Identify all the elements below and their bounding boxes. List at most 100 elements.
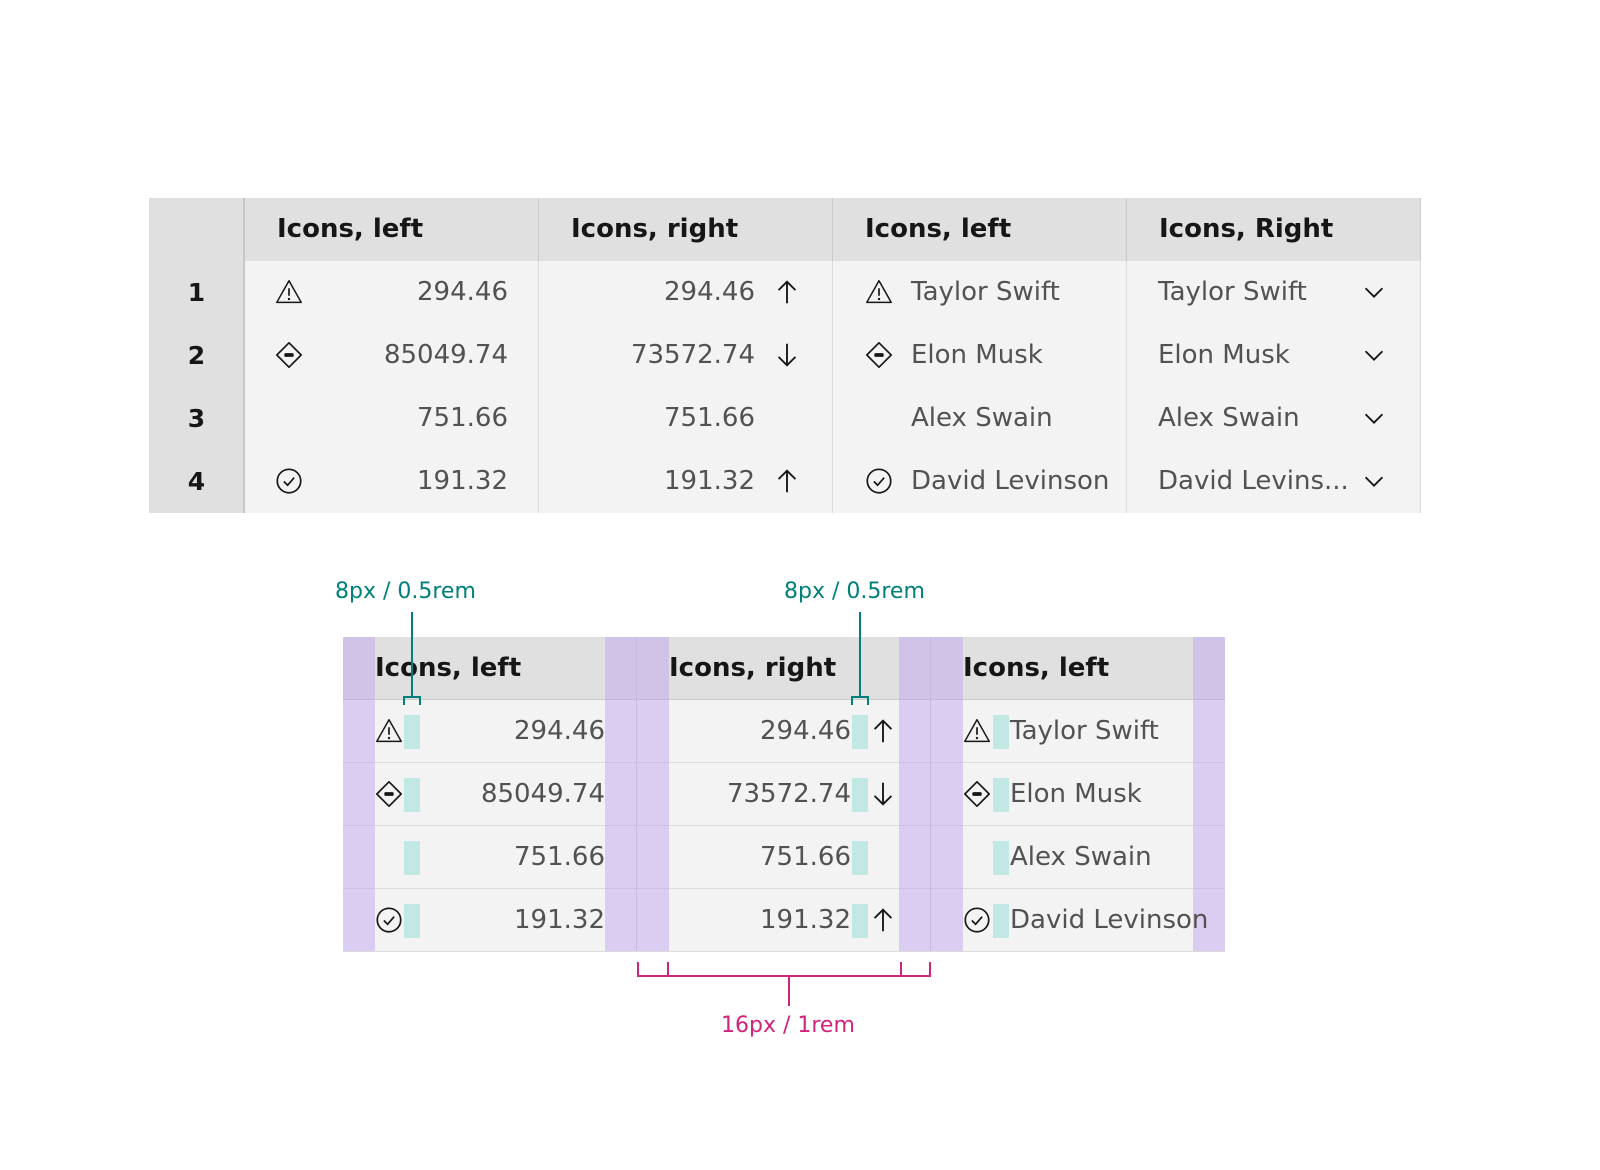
header-label: Icons, left <box>277 214 424 244</box>
spec-cell-name: David Levinson <box>1010 905 1209 935</box>
gap-overlay <box>404 715 420 749</box>
chevron-down-icon[interactable] <box>1359 466 1389 496</box>
gap-overlay <box>852 904 868 938</box>
header-label: Icons, Right <box>1159 214 1334 244</box>
arrow-down-icon <box>772 340 802 370</box>
table-cell: 85049.74 <box>245 324 539 387</box>
table-cell: Taylor Swift <box>833 261 1127 324</box>
row-index: 2 <box>187 341 206 370</box>
warning-icon <box>962 716 992 746</box>
header-label: Icons, left <box>865 214 1012 244</box>
spec-cell-value: 85049.74 <box>480 779 605 809</box>
table-cell: 191.32 <box>245 450 539 513</box>
cell-name: David Levinson <box>911 466 1110 496</box>
cell-name: Alex Swain <box>1158 403 1300 433</box>
table-row[interactable]: 4 191.32 191.32 David Levinson David Lev… <box>149 450 1421 513</box>
spec-cell-name: Taylor Swift <box>1010 716 1159 746</box>
spec-cell-value: 191.32 <box>514 905 605 935</box>
gap-overlay <box>852 715 868 749</box>
chevron-down-icon[interactable] <box>1359 340 1389 370</box>
spec-cell-value: 191.32 <box>760 905 851 935</box>
gap-overlay <box>993 778 1009 812</box>
spec-cell-name: Elon Musk <box>1010 779 1142 809</box>
row-index-cell: 1 <box>149 261 245 324</box>
padding-overlay <box>605 637 637 951</box>
padding-overlay <box>899 637 931 951</box>
column-divider <box>636 637 637 951</box>
arrow-up-icon <box>868 905 898 935</box>
chevron-down-icon[interactable] <box>1359 277 1389 307</box>
gap-overlay <box>404 778 420 812</box>
column-divider <box>930 637 931 951</box>
gap-overlay <box>852 778 868 812</box>
row-index: 3 <box>187 404 206 433</box>
icon-gap-label: 8px / 0.5rem <box>784 579 925 604</box>
cell-value: 85049.74 <box>383 340 508 370</box>
cell-name: Taylor Swift <box>1158 277 1307 307</box>
header-cell[interactable]: Icons, left <box>833 198 1127 261</box>
spec-cell-value: 751.66 <box>514 842 605 872</box>
gap-overlay <box>993 904 1009 938</box>
checkmark-circle-icon <box>962 905 992 935</box>
chevron-down-icon[interactable] <box>1359 403 1389 433</box>
table-row[interactable]: 1 294.46 294.46 Taylor Swift Taylor Swif… <box>149 261 1421 324</box>
table-cell: 751.66 <box>539 387 833 450</box>
table-cell: 751.66 <box>245 387 539 450</box>
row-index-cell: 2 <box>149 324 245 387</box>
row-index-cell: 3 <box>149 387 245 450</box>
row-index-cell: 4 <box>149 450 245 513</box>
cell-value: 191.32 <box>417 466 508 496</box>
cell-value: 294.46 <box>417 277 508 307</box>
table-cell[interactable]: Elon Musk <box>1127 324 1421 387</box>
cell-name: Elon Musk <box>911 340 1043 370</box>
checkmark-circle-icon <box>274 466 304 496</box>
table-cell: 294.46 <box>539 261 833 324</box>
spec-cell-value: 73572.74 <box>726 779 851 809</box>
cell-value: 73572.74 <box>630 340 755 370</box>
cell-name: Alex Swain <box>911 403 1053 433</box>
table-cell: Alex Swain <box>833 387 1127 450</box>
spec-row <box>343 889 1225 952</box>
header-cell[interactable]: Icons, left <box>245 198 539 261</box>
gap-overlay <box>852 841 868 875</box>
cell-value: 751.66 <box>417 403 508 433</box>
table-row[interactable]: 3 751.66 751.66 Alex Swain Alex Swain <box>149 387 1421 450</box>
cell-name: David Levins... <box>1158 466 1349 496</box>
spec-header-label: Icons, left <box>375 653 522 683</box>
table-cell[interactable]: David Levins... <box>1127 450 1421 513</box>
cell-value: 751.66 <box>664 403 755 433</box>
spec-cell-value: 751.66 <box>760 842 851 872</box>
spec-header-label: Icons, right <box>669 653 837 683</box>
gap-overlay <box>404 904 420 938</box>
cell-name: Elon Musk <box>1158 340 1290 370</box>
spec-row <box>343 826 1225 889</box>
warning-icon <box>864 277 894 307</box>
spec-table: Icons, left Icons, right Icons, left 294… <box>343 637 1225 952</box>
padding-overlay <box>637 637 669 951</box>
padding-label: 16px / 1rem <box>721 1013 855 1038</box>
table-cell[interactable]: Alex Swain <box>1127 387 1421 450</box>
row-index: 1 <box>187 278 206 307</box>
warning-icon <box>274 277 304 307</box>
table-cell: Elon Musk <box>833 324 1127 387</box>
table-cell: 294.46 <box>245 261 539 324</box>
gap-overlay <box>404 841 420 875</box>
header-cell[interactable]: Icons, right <box>539 198 833 261</box>
table-cell: 73572.74 <box>539 324 833 387</box>
header-label: Icons, right <box>571 214 739 244</box>
header-index-cell <box>149 198 245 261</box>
arrow-down-icon <box>868 779 898 809</box>
table-header-row: Icons, left Icons, right Icons, left Ico… <box>149 198 1421 261</box>
arrow-up-icon <box>868 716 898 746</box>
gap-overlay <box>993 841 1009 875</box>
icon-gap-label: 8px / 0.5rem <box>335 579 476 604</box>
diamond-minus-icon <box>274 340 304 370</box>
row-index: 4 <box>187 467 206 496</box>
spec-row <box>343 763 1225 826</box>
diamond-minus-icon <box>864 340 894 370</box>
spec-header-row <box>343 637 1225 700</box>
header-cell[interactable]: Icons, Right <box>1127 198 1421 261</box>
table-row[interactable]: 2 85049.74 73572.74 Elon Musk Elon Musk <box>149 324 1421 387</box>
checkmark-circle-icon <box>864 466 894 496</box>
table-cell[interactable]: Taylor Swift <box>1127 261 1421 324</box>
